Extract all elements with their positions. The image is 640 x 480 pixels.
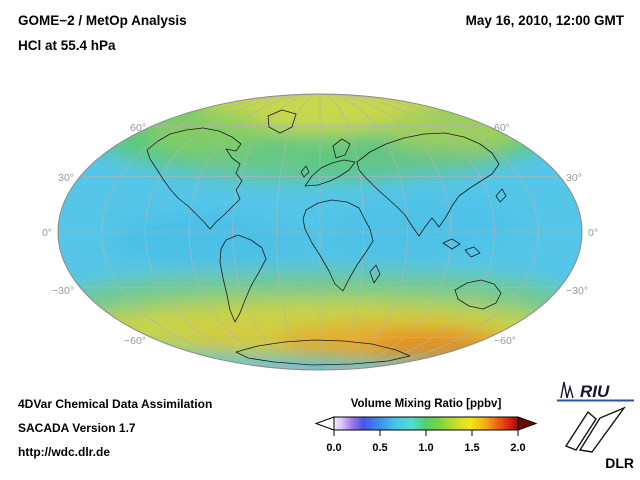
coast-indonesia-1 [442, 238, 461, 250]
colorbar-tick-0.0: 0.0 [326, 442, 341, 454]
footer-url-label: http://wdc.dlr.de [18, 445, 110, 459]
dlr-logo-text: DLR [605, 455, 634, 471]
lat-label-30s-right: −30° [566, 285, 588, 297]
colorbar-tick-marks [333, 430, 519, 436]
coast-antarctica [235, 339, 411, 366]
colorbar-title: Volume Mixing Ratio [ppbv] [351, 398, 502, 410]
lat-label-30n-right: 30° [566, 172, 582, 184]
lat-label-60s-left: −60° [124, 335, 146, 347]
colorbar-tick-1.0: 1.0 [418, 442, 433, 454]
lat-label-0-left: 0° [42, 227, 52, 239]
map-latitude-labels: 60° 30° 0° −30° −60° 60° 30° 0° −30° −60… [42, 122, 598, 347]
riu-cathedral-icon [560, 381, 574, 399]
coast-british-isles [300, 165, 310, 178]
coast-europe [304, 159, 356, 187]
lat-label-60n-left: 60° [130, 122, 146, 134]
colorbar-tick-1.5: 1.5 [464, 442, 479, 454]
riu-logo-text: RIU [580, 382, 610, 401]
lat-label-30n-left: 30° [58, 172, 74, 184]
coast-north-america [146, 127, 243, 230]
colorbar: Volume Mixing Ratio [ppbv] 0.0 0.5 1.0 1… [314, 398, 538, 454]
colorbar-tick-2.0: 2.0 [510, 442, 525, 454]
coast-africa [302, 199, 374, 292]
coast-greenland [267, 109, 297, 134]
coast-madagascar [369, 264, 381, 284]
footer-version-label: SACADA Version 1.7 [18, 421, 136, 435]
coast-indonesia-2 [464, 246, 481, 258]
dlr-logo: DLR [564, 406, 634, 471]
lat-label-30s-left: −30° [52, 285, 74, 297]
map-coastlines [146, 109, 507, 366]
coast-south-america [219, 234, 267, 323]
coast-australia [454, 279, 502, 310]
map-value-blobs [65, 94, 575, 362]
colorbar-gradient-bar [333, 416, 519, 431]
plot-datetime: May 16, 2010, 12:00 GMT [465, 13, 624, 28]
colorbar-overflow-arrow [517, 416, 538, 431]
plot-subtitle: HCl at 55.4 hPa [18, 38, 116, 53]
lat-label-0-right: 0° [588, 227, 598, 239]
colorbar-tick-0.5: 0.5 [372, 442, 387, 454]
lat-label-60n-right: 60° [494, 122, 510, 134]
map-data-layer [58, 94, 582, 370]
coast-asia [356, 132, 500, 237]
colorbar-tick-labels: 0.0 0.5 1.0 1.5 2.0 [326, 442, 525, 454]
colorbar-underflow-arrow [314, 416, 335, 431]
map-outline [57, 93, 583, 371]
footer-assimilation-label: 4DVar Chemical Data Assimilation [18, 397, 213, 411]
dlr-wing-icon [564, 406, 627, 453]
coast-scandinavia [332, 138, 351, 159]
plot-title: GOME−2 / MetOp Analysis [18, 13, 187, 28]
coast-japan [495, 188, 507, 203]
riu-logo: RIU [557, 381, 634, 402]
lat-label-60s-right: −60° [494, 335, 516, 347]
